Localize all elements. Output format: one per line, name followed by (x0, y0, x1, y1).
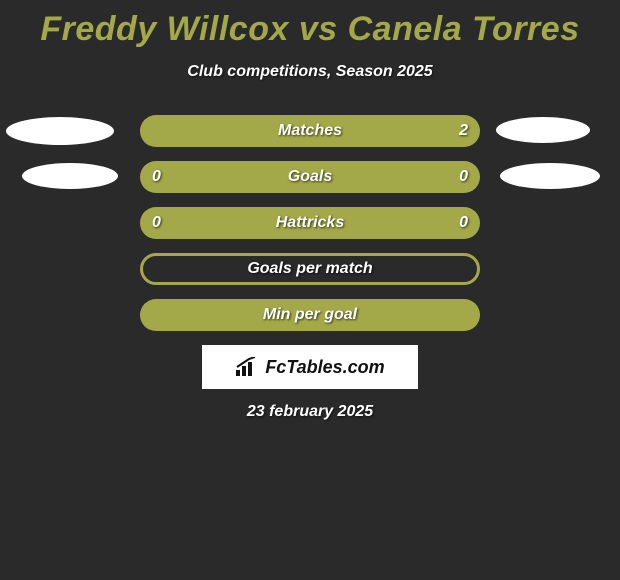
stat-label: Hattricks (276, 214, 344, 232)
ellipse-right-icon (500, 163, 600, 189)
logo[interactable]: FcTables.com (202, 345, 418, 389)
page-title: Freddy Willcox vs Canela Torres (0, 0, 620, 49)
subtitle: Club competitions, Season 2025 (0, 63, 620, 81)
stat-label: Min per goal (263, 306, 357, 324)
stat-bar: Min per goal (140, 299, 480, 331)
stat-value-right: 0 (459, 168, 468, 186)
stat-value-right: 2 (459, 122, 468, 140)
stat-row: Matches 2 (0, 115, 620, 147)
logo-text: FcTables.com (265, 357, 384, 378)
stat-row: 0 Hattricks 0 (0, 207, 620, 239)
stat-label: Goals (288, 168, 332, 186)
stat-value-right: 0 (459, 214, 468, 232)
stat-bar: Matches 2 (140, 115, 480, 147)
ellipse-right-icon (496, 117, 590, 143)
stat-value-left: 0 (152, 214, 161, 232)
stat-label: Matches (278, 122, 342, 140)
stat-bar: Goals per match (140, 253, 480, 285)
stat-row: Min per goal (0, 299, 620, 331)
stats-container: Matches 2 0 Goals 0 0 Hattricks 0 Goals … (0, 115, 620, 331)
stat-bar: 0 Goals 0 (140, 161, 480, 193)
stat-bar: 0 Hattricks 0 (140, 207, 480, 239)
stat-row: 0 Goals 0 (0, 161, 620, 193)
stat-label: Goals per match (247, 260, 372, 278)
stat-row: Goals per match (0, 253, 620, 285)
ellipse-left-icon (6, 117, 114, 145)
chart-icon (235, 357, 259, 377)
ellipse-left-icon (22, 163, 118, 189)
date-label: 23 february 2025 (0, 403, 620, 421)
stat-value-left: 0 (152, 168, 161, 186)
